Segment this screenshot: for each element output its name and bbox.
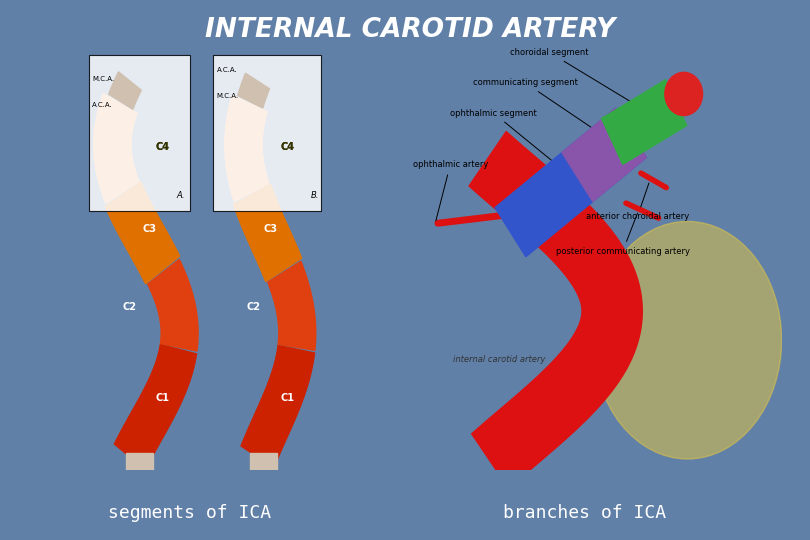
Polygon shape <box>562 109 646 201</box>
Text: segments of ICA: segments of ICA <box>109 504 271 522</box>
Polygon shape <box>495 109 646 256</box>
FancyBboxPatch shape <box>89 55 190 211</box>
Polygon shape <box>147 259 198 351</box>
Polygon shape <box>109 72 141 109</box>
Polygon shape <box>225 96 269 201</box>
Text: M.C.A.: M.C.A. <box>92 76 114 82</box>
Text: anterior choroidal artery: anterior choroidal artery <box>586 183 689 221</box>
Polygon shape <box>126 453 153 470</box>
Text: C1: C1 <box>280 393 294 403</box>
Polygon shape <box>469 132 642 489</box>
Circle shape <box>665 72 702 116</box>
Text: M.C.A.: M.C.A. <box>216 93 239 99</box>
Text: A.C.A.: A.C.A. <box>216 68 237 73</box>
Polygon shape <box>233 184 301 281</box>
Text: choroidal segment: choroidal segment <box>510 48 651 114</box>
Text: C4: C4 <box>280 142 294 152</box>
Ellipse shape <box>593 221 782 459</box>
Text: internal carotid artery: internal carotid artery <box>453 355 545 364</box>
Text: C2: C2 <box>122 302 136 312</box>
Text: C4: C4 <box>156 142 170 152</box>
Text: INTERNAL CAROTID ARTERY: INTERNAL CAROTID ARTERY <box>205 17 615 43</box>
Polygon shape <box>237 73 270 108</box>
Text: C2: C2 <box>246 302 261 312</box>
Text: B.: B. <box>311 191 319 200</box>
Text: posterior communicating artery: posterior communicating artery <box>556 213 689 256</box>
Polygon shape <box>225 96 269 201</box>
Polygon shape <box>105 182 180 284</box>
Text: branches of ICA: branches of ICA <box>504 504 667 522</box>
Text: C4: C4 <box>156 142 170 152</box>
FancyBboxPatch shape <box>213 55 321 211</box>
Text: C1: C1 <box>156 393 170 403</box>
Polygon shape <box>114 345 197 470</box>
Text: C4: C4 <box>280 142 294 152</box>
Text: ophthalmic segment: ophthalmic segment <box>450 109 569 174</box>
Polygon shape <box>241 346 314 468</box>
Text: A.C.A.: A.C.A. <box>92 102 113 108</box>
Text: C3: C3 <box>263 224 277 234</box>
Polygon shape <box>602 80 687 164</box>
Polygon shape <box>94 94 139 203</box>
Polygon shape <box>94 94 139 203</box>
Text: C3: C3 <box>143 224 156 234</box>
Text: communicating segment: communicating segment <box>473 78 610 140</box>
Text: ophthalmic artery: ophthalmic artery <box>412 160 488 221</box>
Text: A.: A. <box>177 191 185 200</box>
Polygon shape <box>250 453 277 470</box>
Polygon shape <box>268 261 316 350</box>
